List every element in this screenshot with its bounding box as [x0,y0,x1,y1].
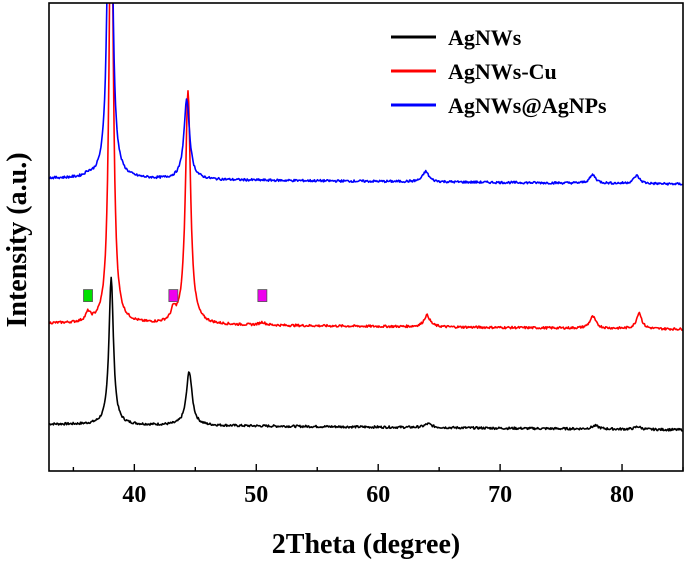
legend-label-2: AgNWs-Cu [448,59,557,84]
x-tick-label: 40 [122,482,146,508]
series-line-1 [49,276,683,432]
phase-marker-1 [83,289,93,302]
marker-layer [83,289,268,302]
legend: AgNWs AgNWs-Cu AgNWs@AgNPs [391,25,607,118]
legend-label-1: AgNWs [448,25,522,50]
legend-label-3: AgNWs@AgNPs [448,93,607,118]
phase-marker-3 [257,289,268,302]
phase-marker-2 [168,289,179,302]
series-layer [49,3,683,432]
x-tick-label: 70 [488,482,512,508]
series-line-2 [49,3,683,332]
axes-layer: 40 50 60 70 80 [48,2,684,508]
plot-frame [48,2,684,472]
x-tick-label: 60 [366,482,390,508]
x-tick-label: 50 [244,482,268,508]
y-axis-title: Intensity (a.u.) [2,152,33,327]
x-tick-label: 80 [610,482,634,508]
x-axis-title: 2Theta (degree) [272,529,460,560]
series-line-3 [49,3,683,186]
